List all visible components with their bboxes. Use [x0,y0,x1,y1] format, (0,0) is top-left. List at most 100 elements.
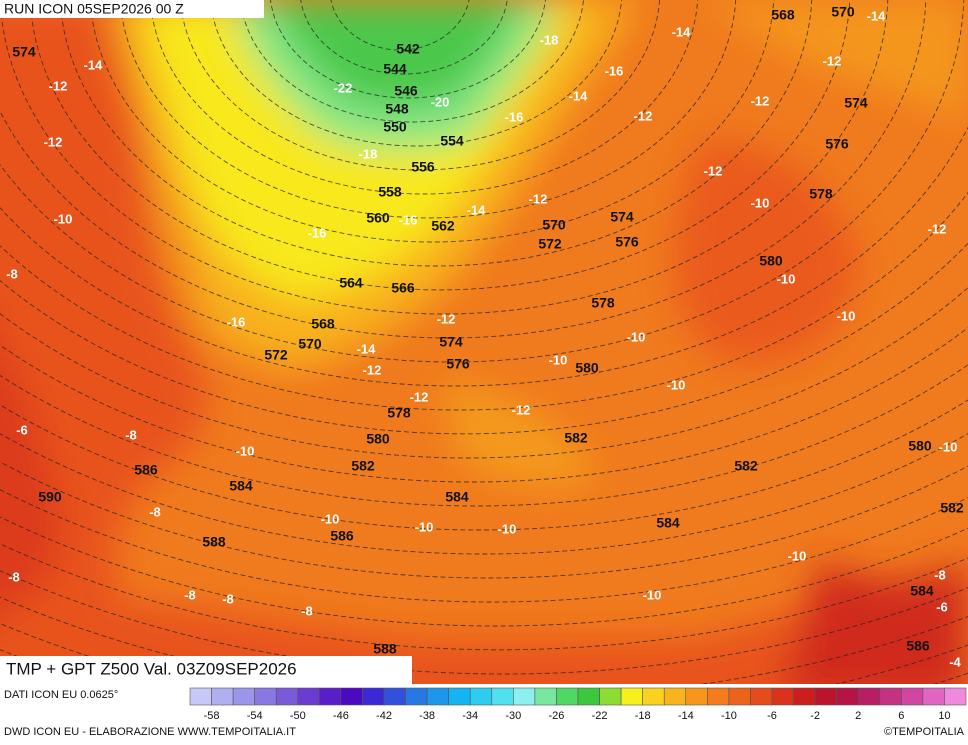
colorbar-swatch [254,687,277,706]
colorbar-swatch [879,687,902,706]
colorbar-tick-label: -58 [204,710,220,722]
temperature-label: -12 [529,191,548,206]
temperature-label: -12 [512,402,531,417]
height-label: 582 [351,458,375,474]
height-label: 546 [394,83,418,99]
colorbar-swatch [189,687,212,706]
temperature-label: -12 [363,362,382,377]
height-label: 582 [734,458,758,474]
height-label: 548 [385,101,409,117]
colorbar-swatch [707,687,730,706]
colorbar-swatch [297,687,320,706]
temperature-label: -10 [549,352,568,367]
height-label: 560 [366,210,390,226]
height-label: 580 [575,360,599,376]
height-label: 588 [202,534,226,550]
contour-line [149,0,699,195]
colorbar-tick-label: -34 [462,710,478,722]
temperature-label: -8 [8,569,20,584]
height-label: 584 [445,489,469,505]
contour-line [89,0,775,243]
colorbar-swatch [513,687,536,706]
contour-line [240,0,584,123]
temperature-label: -16 [399,212,418,227]
colorbar-swatch [275,687,299,706]
height-label: 570 [542,217,566,233]
temperature-label: -10 [415,519,434,534]
temperature-label: -6 [936,599,948,614]
height-label: 570 [298,336,322,352]
height-label: 564 [339,275,363,291]
colorbar-swatch [491,687,514,706]
colorbar-swatch [577,687,600,706]
height-label: 580 [908,438,932,454]
height-label: 580 [759,253,783,269]
colorbar-swatch [685,687,708,706]
colorbar-swatch [383,687,406,706]
temperature-label: -16 [505,109,524,124]
colorbar-swatch [362,687,385,706]
run-box [0,0,264,18]
contour-line [270,0,546,99]
temperature-label: -10 [236,443,255,458]
colorbar-tick-label: -26 [548,710,564,722]
contour-line [179,0,661,171]
credit-label: DWD ICON EU - ELABORAZIONE WWW.TEMPOITAL… [4,726,296,738]
height-label: 574 [12,44,36,60]
temperature-label: -10 [667,377,686,392]
colorbar-tick-label: -6 [767,710,777,722]
contour-line [0,433,968,555]
height-label: 582 [940,500,964,516]
colorbar-swatch [750,687,773,706]
temperature-label: -8 [301,603,313,618]
temperature-label: -12 [437,311,456,326]
colorbar-swatch [857,687,881,706]
temperature-label: -8 [149,504,161,519]
temperature-label: -10 [788,548,807,563]
temperature-label: -10 [54,211,73,226]
temperature-label: -12 [44,134,63,149]
colorbar-swatch [663,687,687,706]
contour-line [29,0,851,291]
contour-line [300,0,508,75]
height-label: 584 [910,583,934,599]
colorbar-tick-label: 2 [855,710,861,722]
height-label: 576 [446,356,470,372]
temperature-label: -18 [540,32,559,47]
height-label: 570 [831,4,855,20]
temperature-label: -8 [222,591,234,606]
temperature-label: -8 [934,567,946,582]
height-label: 568 [771,7,795,23]
colorbar-tick-label: -30 [505,710,521,722]
contour-line [330,0,470,51]
colorbar-swatch [340,687,363,706]
colorbar-swatch [836,687,859,706]
temperature-label: -6 [16,422,28,437]
height-label: 544 [383,61,407,77]
colorbar-tick-label: -14 [678,710,694,722]
colorbar-swatch [556,687,579,706]
colorbar-swatch [793,687,816,706]
height-label: 556 [411,159,435,175]
colorbar-tick-label: -22 [592,710,608,722]
height-label: 578 [387,405,411,421]
contour-line [0,287,968,459]
colorbar-tick-label: -54 [247,710,263,722]
temperature-label: -10 [777,271,796,286]
height-label: 586 [906,638,930,654]
colorbar-tick-label: -10 [721,710,737,722]
height-label: 580 [366,431,390,447]
temperature-label: -14 [357,341,377,356]
temperature-label: -22 [334,80,353,95]
temperature-label: -10 [627,329,646,344]
colorbar-tick-label: 10 [938,710,950,722]
colorbar-swatch [211,687,234,706]
temperature-label: -16 [605,63,624,78]
colorbar: -58 -54 -50 -46 -42 -38 -34 -30 -26 -22 -18 -14 -10-… [189,687,967,722]
colorbar-tick-label: -2 [810,710,820,722]
height-label: 576 [825,136,849,152]
colorbar-swatch [534,687,557,706]
temperature-label: -10 [321,511,340,526]
